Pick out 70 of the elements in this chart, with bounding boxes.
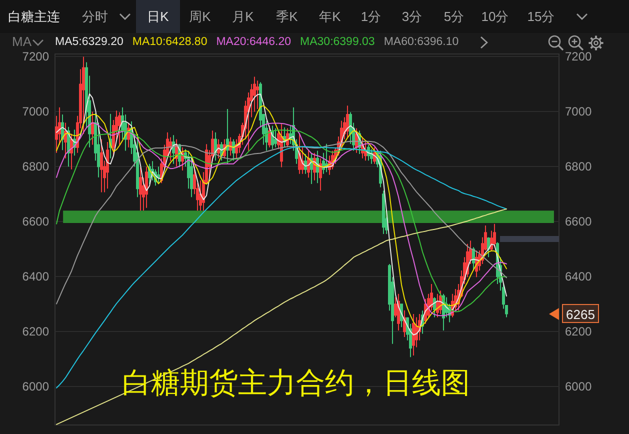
- y2-tick-label: 6800: [565, 160, 592, 174]
- candlestick: [433, 296, 436, 318]
- text: MA60:6396.10: [384, 36, 459, 48]
- candlestick: [298, 133, 301, 174]
- candlestick: [232, 138, 235, 162]
- candlestick: [256, 80, 259, 110]
- text: 6265: [562, 304, 599, 324]
- candlestick: [169, 136, 172, 162]
- candlestick: [106, 141, 109, 190]
- candlestick: [373, 146, 376, 164]
- candlestick: [310, 154, 313, 184]
- candlestick: [274, 128, 277, 148]
- text: MA20:6446.20: [216, 36, 292, 48]
- candlestick: [91, 111, 94, 146]
- text: 日K: [147, 8, 169, 26]
- candlestick: [268, 124, 271, 148]
- candlestick: [325, 143, 328, 173]
- y2-tick-label: 6000: [565, 380, 592, 394]
- candlestick: [214, 132, 217, 162]
- candlestick: [217, 138, 220, 159]
- y2-tick-label: 7200: [565, 50, 592, 64]
- y-tick-label: 6000: [22, 380, 50, 394]
- candlestick: [307, 150, 310, 178]
- text: MA10:6428.80: [132, 36, 208, 48]
- candlestick: [436, 293, 439, 318]
- text: 1分: [360, 8, 382, 26]
- y2-tick-label: 6600: [565, 214, 592, 229]
- candlestick: [136, 133, 139, 198]
- y-tick-label: 6400: [22, 270, 50, 284]
- text: MA30:6399.03: [300, 36, 375, 48]
- text: 3分: [402, 8, 422, 26]
- text: 年K: [319, 8, 341, 26]
- candlestick: [70, 133, 73, 170]
- candlestick: [319, 158, 322, 192]
- y-tick-label: 6200: [22, 324, 50, 339]
- text: MA5:6329.20: [55, 36, 124, 48]
- y-tick-label: 7200: [22, 50, 50, 64]
- candlestick: [346, 105, 349, 138]
- candlestick: [139, 166, 142, 212]
- y2-tick-label: 6400: [565, 270, 592, 284]
- candlestick: [100, 138, 103, 193]
- text: 周K: [189, 8, 211, 26]
- candlestick: [382, 190, 385, 235]
- candlestick: [412, 313, 415, 356]
- text: 白糖主连: [8, 8, 60, 26]
- candlestick: [493, 223, 496, 248]
- candlestick: [82, 56, 85, 134]
- text: 15分: [527, 8, 555, 26]
- y2-tick-label: 7000: [565, 104, 592, 119]
- candlestick: [304, 154, 307, 174]
- text: 10分: [481, 8, 509, 26]
- y-tick-label: 7000: [22, 104, 50, 119]
- y-tick-label: 6600: [22, 214, 50, 229]
- candlestick: [64, 122, 67, 159]
- candlestick: [229, 136, 232, 156]
- line-series: [56, 208, 507, 425]
- candlestick: [157, 166, 160, 184]
- candlestick: [403, 310, 406, 338]
- candlestick: [487, 236, 490, 258]
- candlestick: [226, 108, 229, 164]
- text: MA: [12, 34, 32, 50]
- candlestick: [118, 112, 121, 146]
- candlestick: [61, 114, 64, 151]
- text: 月K: [232, 8, 254, 26]
- candlestick: [145, 166, 148, 208]
- text: 季K: [276, 8, 298, 26]
- y-tick-label: 6800: [22, 160, 50, 174]
- text: 5分: [444, 8, 464, 26]
- text: 分时: [82, 8, 108, 26]
- y2-tick-label: 6200: [565, 324, 592, 339]
